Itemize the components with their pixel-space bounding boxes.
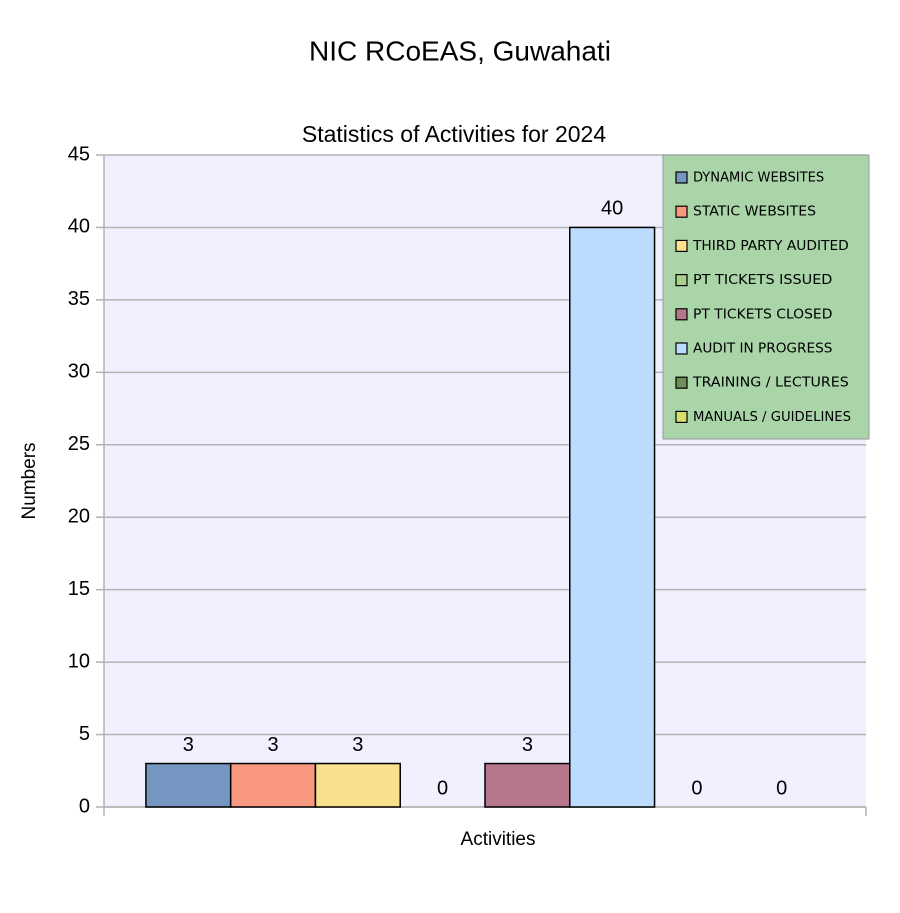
bar — [145, 762, 232, 808]
data-label: 3 — [183, 734, 194, 756]
y-tick-label: 15 — [68, 578, 90, 600]
data-label: 40 — [601, 198, 623, 220]
bar — [484, 762, 571, 808]
data-label: 3 — [268, 734, 279, 756]
y-axis-label: Numbers — [19, 442, 40, 519]
legend-label: TRAINING / LECTURES — [692, 376, 849, 391]
legend-swatch — [675, 274, 688, 287]
data-label: 0 — [691, 777, 702, 799]
legend-swatch — [675, 410, 688, 423]
data-label: 0 — [437, 777, 448, 799]
data-label: 3 — [522, 734, 533, 756]
y-tick-label: 35 — [68, 288, 90, 310]
x-axis-label: Activities — [461, 829, 536, 850]
y-tick-label: 5 — [79, 723, 90, 745]
bar — [314, 762, 401, 808]
legend-label: PT TICKETS ISSUED — [693, 273, 832, 288]
y-tick-label: 10 — [68, 650, 90, 672]
y-tick-label: 40 — [68, 216, 90, 238]
y-tick-label: 25 — [68, 433, 90, 455]
legend-swatch — [675, 308, 688, 321]
bar — [569, 226, 656, 808]
y-tick-label: 45 — [68, 143, 90, 165]
data-label: 3 — [352, 734, 363, 756]
legend-label: MANUALS / GUIDELINES — [693, 410, 851, 425]
y-tick-label: 30 — [68, 361, 90, 383]
legend-swatch — [675, 205, 688, 218]
chart-subtitle: Statistics of Activities for 2024 — [302, 121, 606, 147]
chart-title: NIC RCoEAS, Guwahati — [309, 35, 611, 66]
legend-swatch — [675, 376, 688, 389]
legend-swatch — [675, 342, 688, 355]
legend-label: THIRD PARTY AUDITED — [692, 239, 849, 254]
legend: DYNAMIC WEBSITES STATIC WEBSITES THIRD PAR… — [662, 154, 870, 440]
bar — [229, 762, 317, 808]
legend-label: PT TICKETS CLOSED — [693, 307, 832, 322]
legend-label: AUDIT IN PROGRESS — [693, 342, 832, 357]
y-tick-label: 0 — [79, 795, 90, 817]
legend-label: STATIC WEBSITES — [693, 205, 816, 220]
legend-swatch — [675, 239, 688, 252]
legend-box — [662, 154, 870, 440]
y-tick-label: 20 — [68, 506, 90, 528]
data-label: 0 — [776, 777, 787, 799]
legend-swatch — [675, 171, 688, 184]
legend-label: DYNAMIC WEBSITES — [693, 171, 824, 186]
